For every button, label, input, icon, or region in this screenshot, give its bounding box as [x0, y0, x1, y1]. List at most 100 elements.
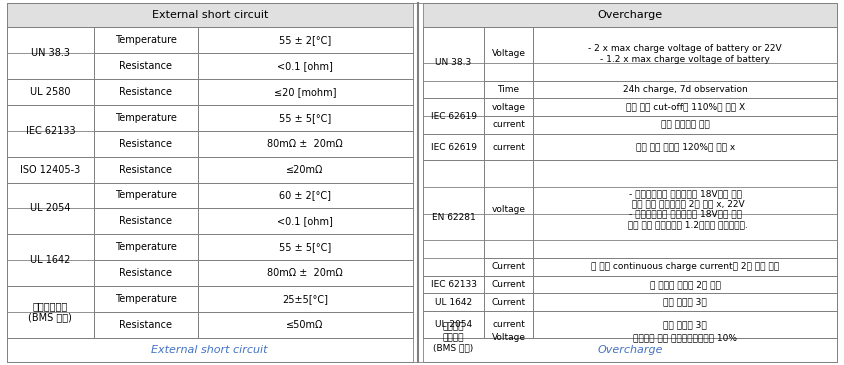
- Text: - 2 x max charge voltage of battery or 22V
- 1.2 x max charge voltage of battery: - 2 x max charge voltage of battery or 2…: [588, 44, 782, 64]
- Bar: [197, 157, 413, 182]
- Text: 80mΩ ±  20mΩ: 80mΩ ± 20mΩ: [268, 139, 343, 149]
- Bar: [533, 134, 837, 160]
- Bar: [533, 293, 837, 311]
- Bar: [533, 258, 837, 276]
- Text: Current: Current: [491, 280, 526, 289]
- Text: current: current: [492, 320, 525, 329]
- Text: External short circuit: External short circuit: [151, 345, 268, 355]
- Text: 55 ± 5[°C]: 55 ± 5[°C]: [279, 242, 331, 252]
- Text: 한국전지
산업협회
(BMS 제어): 한국전지 산업협회 (BMS 제어): [433, 323, 473, 353]
- Bar: [197, 105, 413, 131]
- Text: Temperature: Temperature: [115, 113, 176, 123]
- Bar: [197, 182, 413, 208]
- Text: 55 ± 2[°C]: 55 ± 2[°C]: [279, 35, 331, 45]
- Bar: [94, 260, 197, 286]
- Text: 한국전지협회
(BMS 제어): 한국전지협회 (BMS 제어): [29, 301, 73, 323]
- Text: IEC 62619: IEC 62619: [430, 143, 477, 151]
- Bar: [423, 311, 484, 338]
- Bar: [197, 79, 413, 105]
- Bar: [484, 160, 533, 258]
- Bar: [94, 286, 197, 312]
- Bar: [423, 160, 484, 276]
- Bar: [533, 276, 837, 293]
- Bar: [533, 160, 837, 258]
- Text: Current: Current: [491, 262, 526, 271]
- Text: <0.1 [ohm]: <0.1 [ohm]: [277, 216, 333, 226]
- Bar: [94, 53, 197, 79]
- Text: - 제조사의정격 충전전압이 18V미만 일때
  정격 최대 충전전압의 2배 초과 x, 22V
- 제조사의정격 충전전압이 18V이상 일때
  정격 : - 제조사의정격 충전전압이 18V미만 일때 정격 최대 충전전압의 2배 초…: [622, 189, 748, 229]
- Text: External short circuit: External short circuit: [152, 10, 268, 20]
- Text: ≤20 [mohm]: ≤20 [mohm]: [274, 87, 337, 97]
- Text: Resistance: Resistance: [119, 320, 172, 330]
- Bar: [423, 3, 837, 27]
- Text: current: current: [492, 120, 525, 129]
- Text: Resistance: Resistance: [119, 139, 172, 149]
- Bar: [94, 182, 197, 208]
- Text: 최대 충전 전류의 120%를 초과 x: 최대 충전 전류의 120%를 초과 x: [636, 143, 735, 151]
- Text: Temperature: Temperature: [115, 294, 176, 304]
- Text: 제조사의 상한 충전상한전압보다 10%: 제조사의 상한 충전상한전압보다 10%: [633, 333, 737, 342]
- Text: Voltage: Voltage: [491, 333, 526, 342]
- Text: 60 ± 2[°C]: 60 ± 2[°C]: [279, 191, 331, 200]
- Text: Temperature: Temperature: [115, 242, 176, 252]
- Bar: [423, 276, 484, 293]
- Text: ISO 12405-3: ISO 12405-3: [20, 165, 80, 174]
- Bar: [94, 79, 197, 105]
- Bar: [197, 260, 413, 286]
- Text: Time: Time: [498, 85, 520, 94]
- Text: Voltage: Voltage: [491, 50, 526, 58]
- Bar: [423, 98, 484, 134]
- Text: IEC 62133: IEC 62133: [430, 280, 477, 289]
- Text: 정격 충전최대 전류: 정격 충전최대 전류: [661, 120, 710, 129]
- Bar: [94, 131, 197, 157]
- Bar: [484, 258, 533, 276]
- Text: Temperature: Temperature: [115, 191, 176, 200]
- Text: 25±5[°C]: 25±5[°C]: [282, 294, 328, 304]
- Text: 제 조사 continuous charge current의 2배 충전 전류: 제 조사 continuous charge current의 2배 충전 전류: [591, 262, 779, 271]
- Text: 충전 전압 cut-off의 110%를 초과 X: 충전 전압 cut-off의 110%를 초과 X: [625, 103, 744, 112]
- Text: ≤20mΩ: ≤20mΩ: [286, 165, 324, 174]
- Text: IEC 62133: IEC 62133: [25, 126, 75, 136]
- Bar: [484, 27, 533, 81]
- Bar: [94, 157, 197, 182]
- Bar: [484, 134, 533, 160]
- Text: 최대 전류의 3배: 최대 전류의 3배: [663, 298, 707, 307]
- Text: Resistance: Resistance: [119, 87, 172, 97]
- Text: voltage: voltage: [491, 103, 526, 112]
- Bar: [484, 81, 533, 98]
- Text: Overcharge: Overcharge: [598, 10, 663, 20]
- Bar: [94, 208, 197, 234]
- Bar: [484, 293, 533, 311]
- Bar: [423, 293, 484, 311]
- Bar: [7, 3, 413, 27]
- Bar: [484, 311, 533, 338]
- Text: UL 1642: UL 1642: [435, 298, 472, 307]
- Text: 24h charge, 7d observation: 24h charge, 7d observation: [623, 85, 748, 94]
- Bar: [533, 27, 837, 81]
- Bar: [484, 276, 533, 293]
- Bar: [197, 312, 413, 338]
- Text: 최대 전류의 3배: 최대 전류의 3배: [663, 320, 707, 329]
- Bar: [197, 286, 413, 312]
- Text: IEC 62619: IEC 62619: [430, 112, 477, 120]
- Text: Overcharge: Overcharge: [598, 345, 663, 355]
- Bar: [533, 311, 837, 338]
- Text: UL 1642: UL 1642: [30, 255, 71, 265]
- Text: UL 2054: UL 2054: [435, 320, 472, 329]
- Text: 80mΩ ±  20mΩ: 80mΩ ± 20mΩ: [268, 268, 343, 278]
- Bar: [533, 98, 837, 116]
- Text: Resistance: Resistance: [119, 216, 172, 226]
- Bar: [197, 131, 413, 157]
- Text: Temperature: Temperature: [115, 35, 176, 45]
- Bar: [484, 116, 533, 134]
- Text: UL 2580: UL 2580: [30, 87, 71, 97]
- Bar: [197, 208, 413, 234]
- Bar: [7, 27, 94, 79]
- Text: UN 38.3: UN 38.3: [31, 48, 70, 58]
- Text: ≤50mΩ: ≤50mΩ: [286, 320, 324, 330]
- Bar: [197, 53, 413, 79]
- Text: Resistance: Resistance: [119, 61, 172, 71]
- Bar: [197, 27, 413, 53]
- Bar: [533, 81, 837, 98]
- Text: EN 62281: EN 62281: [431, 214, 475, 222]
